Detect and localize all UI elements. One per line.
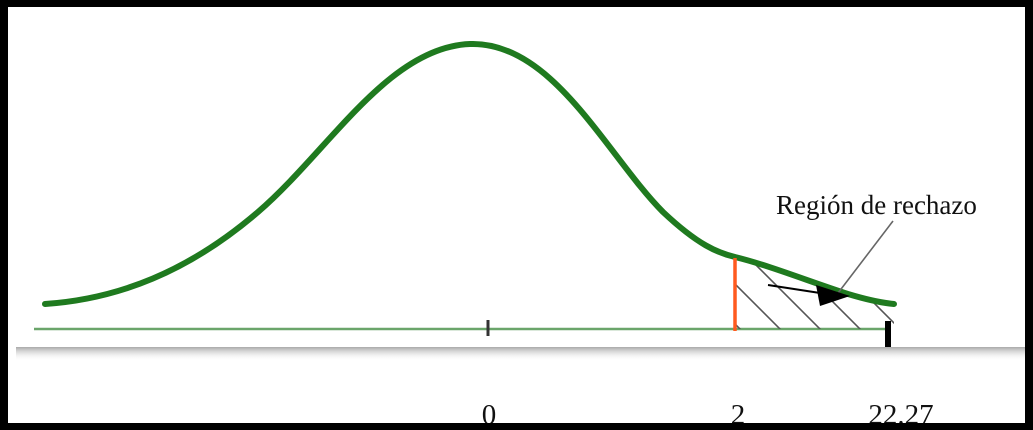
arrow-head [816, 285, 850, 306]
rejection-region-hatch [735, 257, 894, 329]
rejection-region-label: Región de rechazo [776, 190, 977, 220]
callout-pointer-line [834, 220, 894, 298]
tick-label-observed: 22.27 [868, 399, 934, 430]
tick-label-critical: 2 [730, 399, 746, 430]
normal-curve [42, 40, 897, 307]
normal-distribution-diagram [16, 40, 1025, 361]
tick-label-zero: 0 [481, 399, 497, 430]
figure-bottom-shadow [16, 347, 1025, 361]
